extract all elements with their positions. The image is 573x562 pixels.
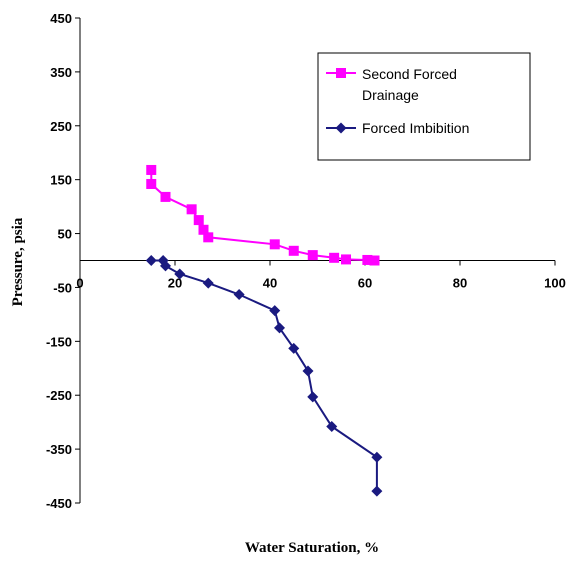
data-point [307,391,319,403]
data-point [341,254,351,265]
data-point [371,451,383,463]
data-point [371,485,383,497]
data-point [193,215,204,226]
data-point [302,365,314,377]
data-point [369,255,380,266]
y-tick-label: 450 [50,11,72,26]
data-point [160,191,171,202]
series-line [151,259,378,492]
data-point [198,224,209,235]
data-point [160,260,171,272]
data-point [146,178,157,189]
data-point [145,255,157,266]
x-tick-label: 60 [358,276,372,291]
data-point [288,245,299,256]
legend-swatch-marker [336,68,346,78]
data-point [233,288,245,300]
y-tick-label: 150 [50,173,72,188]
data-point [362,254,373,265]
series-1 [146,164,380,266]
data-point [174,268,186,280]
data-point [202,277,214,289]
data-point [329,252,340,263]
data-point [146,164,157,175]
y-tick-label: 250 [50,119,72,134]
legend-entry: Second Forced Drainage [326,66,457,103]
y-tick-label: -450 [46,496,72,511]
data-point [274,322,285,334]
x-axis-label: Water Saturation, % [245,540,379,556]
data-point [307,250,318,261]
series-line [150,170,375,262]
series-2 [145,255,383,497]
x-tick-label: 80 [453,276,467,291]
y-axis-label: Pressure, psia [10,217,26,306]
y-tick-label: -350 [46,442,72,457]
legend-label: Forced Imbibition [362,120,469,136]
data-point [203,232,214,243]
y-tick-label: -250 [46,388,72,403]
data-point [269,239,280,250]
data-point [186,204,197,215]
y-tick-label: 350 [50,65,72,80]
y-tick-label: -50 [53,280,72,295]
x-tick-label: 40 [263,276,277,291]
legend-entry: Forced Imbibition [326,120,469,136]
y-tick-label: 50 [58,227,72,242]
y-tick-label: -150 [46,334,72,349]
legend: Second Forced Drainage Forced Imbibition [317,52,531,161]
data-point [288,342,300,354]
data-point [326,420,338,432]
x-tick-label: 0 [76,276,83,291]
legend-label: Second Forced Drainage [362,66,457,103]
legend-swatch-marker [335,122,347,134]
x-tick-label: 100 [544,276,566,291]
data-point [269,305,281,317]
x-tick-label: 20 [168,276,182,291]
axes: 450 350 250 150 50 -50 -150 -250 -350 -450 0 20 40 60… [10,11,566,556]
